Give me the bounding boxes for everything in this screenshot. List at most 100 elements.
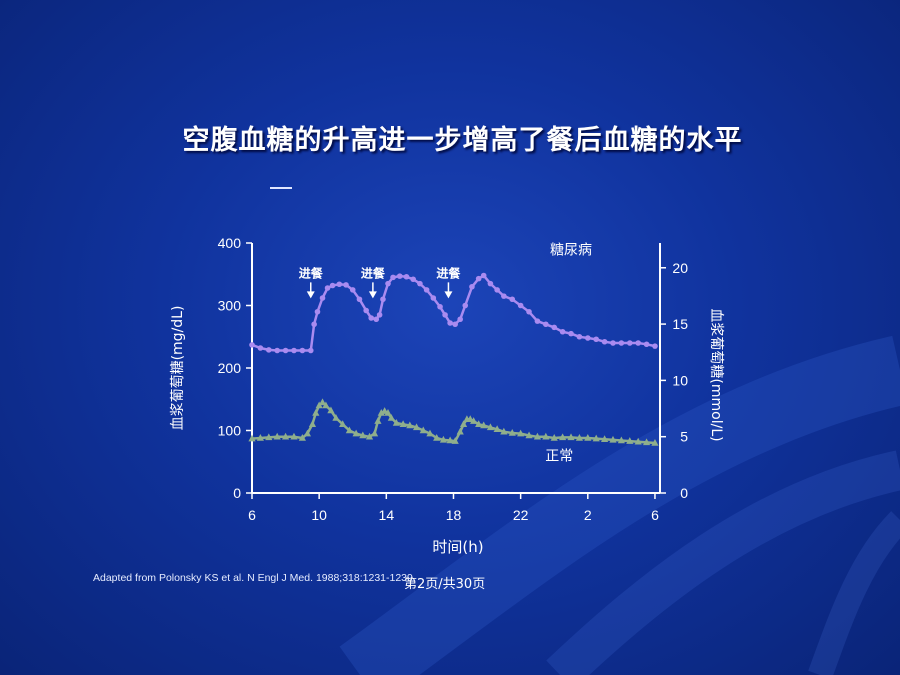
x-tick-label: 2 bbox=[584, 507, 592, 523]
data-point bbox=[486, 423, 495, 431]
data-point bbox=[456, 427, 464, 435]
data-point bbox=[568, 330, 574, 337]
data-point bbox=[500, 427, 508, 435]
plot-area bbox=[251, 243, 661, 494]
data-point bbox=[480, 272, 487, 279]
data-point bbox=[451, 437, 459, 444]
data-point bbox=[417, 280, 423, 287]
data-point bbox=[469, 283, 475, 290]
y-axis-ticks: 0 100 200 300 400 bbox=[218, 235, 252, 501]
data-point bbox=[376, 312, 383, 318]
data-point bbox=[559, 433, 567, 441]
data-point bbox=[281, 432, 290, 440]
y2-tick-label: 5 bbox=[680, 429, 688, 445]
x-axis-ticks: 6 10 14 18 22 2 6 bbox=[248, 493, 659, 523]
data-point bbox=[352, 429, 360, 437]
data-point bbox=[345, 426, 353, 434]
y-axis-label: 血浆葡萄糖(mg/dL) bbox=[170, 306, 186, 431]
data-point bbox=[487, 280, 494, 287]
data-point bbox=[312, 409, 320, 416]
data-point bbox=[609, 435, 617, 443]
data-point bbox=[249, 342, 255, 348]
data-point bbox=[307, 347, 314, 354]
data-point bbox=[437, 303, 443, 310]
data-point bbox=[526, 308, 532, 315]
data-point bbox=[396, 273, 403, 279]
meal-annotation: 进餐 bbox=[299, 265, 324, 299]
data-point bbox=[651, 439, 659, 446]
data-point bbox=[339, 420, 347, 428]
data-point bbox=[635, 340, 641, 346]
series-diabetes: 糖尿病 bbox=[249, 242, 658, 354]
data-point bbox=[550, 434, 558, 441]
data-point bbox=[257, 345, 264, 351]
data-point bbox=[273, 432, 281, 440]
data-point bbox=[377, 409, 385, 416]
y2-tick-label: 10 bbox=[672, 372, 688, 388]
data-point bbox=[311, 321, 317, 328]
data-point bbox=[480, 421, 488, 429]
data-point bbox=[430, 295, 437, 301]
data-point bbox=[336, 281, 343, 288]
data-point bbox=[551, 324, 558, 331]
data-point bbox=[643, 341, 650, 348]
x-tick-label: 10 bbox=[311, 507, 327, 523]
x-tick-label: 6 bbox=[248, 507, 256, 523]
data-point bbox=[610, 340, 616, 346]
meal-arrow-head bbox=[306, 291, 315, 299]
data-point bbox=[534, 318, 541, 324]
data-point bbox=[462, 302, 469, 309]
data-point bbox=[447, 320, 453, 326]
data-point bbox=[343, 282, 349, 288]
data-point bbox=[356, 296, 363, 303]
data-point bbox=[575, 434, 584, 441]
series-label: 正常 bbox=[545, 449, 573, 465]
data-point bbox=[329, 282, 336, 289]
data-point bbox=[282, 347, 289, 354]
data-point bbox=[365, 432, 374, 440]
meal-annotation: 进餐 bbox=[436, 265, 461, 299]
data-point bbox=[617, 436, 625, 444]
data-point bbox=[274, 347, 280, 354]
data-point bbox=[290, 432, 298, 440]
data-point bbox=[324, 285, 331, 291]
data-point bbox=[319, 295, 326, 301]
data-point bbox=[322, 401, 330, 409]
y2-axis-ticks: 0 5 10 15 20 bbox=[660, 260, 688, 501]
data-point bbox=[542, 432, 550, 440]
data-point bbox=[501, 293, 507, 299]
data-point bbox=[370, 429, 379, 437]
meal-arrow-head bbox=[444, 291, 453, 299]
y-tick-label: 0 bbox=[233, 485, 241, 501]
data-point bbox=[618, 340, 625, 346]
data-point bbox=[412, 423, 421, 431]
data-point bbox=[442, 312, 448, 318]
y2-tick-label: 15 bbox=[672, 316, 688, 332]
data-point bbox=[652, 343, 658, 349]
data-point bbox=[373, 316, 380, 323]
series-normal: 正常 bbox=[248, 398, 659, 465]
data-point bbox=[559, 328, 566, 335]
data-point bbox=[475, 420, 483, 428]
data-point bbox=[423, 287, 430, 293]
y2-tick-label: 20 bbox=[672, 260, 688, 276]
data-point bbox=[470, 417, 478, 424]
data-point bbox=[384, 409, 392, 416]
meal-label: 进餐 bbox=[361, 265, 386, 280]
data-point bbox=[634, 437, 642, 445]
data-point bbox=[525, 431, 533, 439]
data-point bbox=[533, 432, 542, 440]
data-point bbox=[359, 431, 367, 439]
data-point bbox=[446, 436, 454, 444]
data-point bbox=[349, 287, 356, 293]
data-point bbox=[374, 417, 382, 424]
y-tick-label: 300 bbox=[218, 298, 242, 314]
data-point bbox=[406, 421, 414, 429]
data-point bbox=[593, 336, 599, 343]
data-point bbox=[439, 435, 448, 443]
x-tick-label: 18 bbox=[446, 507, 462, 523]
meal-annotations: 进餐 进餐 进餐 bbox=[299, 265, 461, 299]
x-tick-label: 6 bbox=[651, 507, 659, 523]
